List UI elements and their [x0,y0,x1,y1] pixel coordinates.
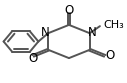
Text: O: O [64,4,74,17]
Text: N: N [41,26,50,39]
Text: O: O [105,49,114,62]
Text: O: O [28,52,38,65]
Text: CH₃: CH₃ [103,20,124,30]
Text: N: N [88,26,96,39]
